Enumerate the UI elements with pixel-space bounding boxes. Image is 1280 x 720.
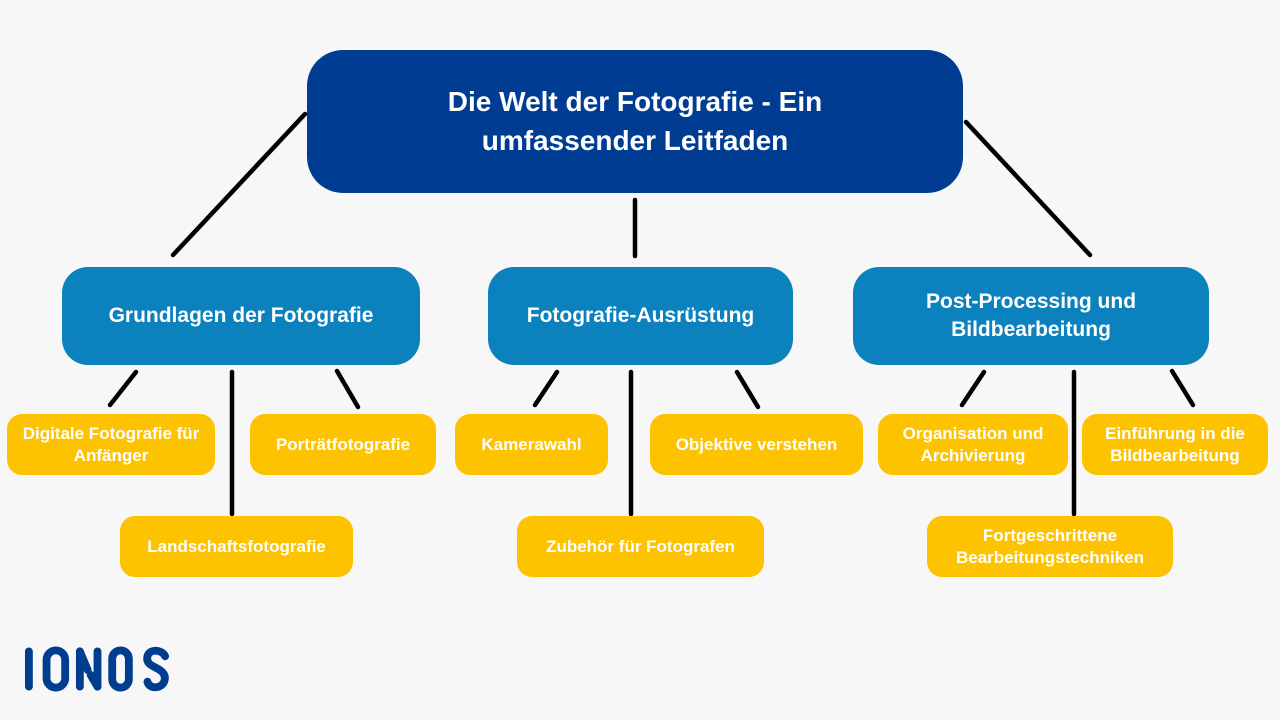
node-leaf-label: Landschaftsfotografie [147,536,326,556]
node-leaf-label: Digitale Fotografie für Anfänger [22,423,200,465]
node-leaf-einfuehrung: Einführung in die Bildbearbeitung [1082,414,1268,475]
node-root: Die Welt der Fotografie - Ein umfassende… [307,50,963,193]
node-leaf-label: Organisation und Archivierung [902,423,1044,465]
node-branch-label: Fotografie-Ausrüstung [526,304,755,328]
node-branch-postprocessing: Post-Processing und Bildbearbeitung [853,267,1209,365]
node-leaf-portraetfotografie: Porträtfotografie [250,414,436,475]
node-branch-label: Grundlagen der Fotografie [108,304,374,328]
node-leaf-label: Kamerawahl [481,434,582,454]
node-leaf-kamerawahl: Kamerawahl [455,414,608,475]
node-leaf-label: Einführung in die Bildbearbeitung [1105,423,1245,465]
node-leaf-objektive: Objektive verstehen [650,414,863,475]
node-leaf-zubehoer: Zubehör für Fotografen [517,516,764,577]
node-root-label: Die Welt der Fotografie - Ein umfassende… [447,85,823,156]
node-leaf-organisation: Organisation und Archivierung [878,414,1068,475]
node-leaf-label: Zubehör für Fotografen [546,536,735,556]
ionos-logo-icon [24,646,170,692]
node-leaf-fortgeschrittene: Fortgeschrittene Bearbeitungstechniken [927,516,1173,577]
node-leaf-label: Porträtfotografie [275,434,411,454]
node-leaf-label: Fortgeschrittene Bearbeitungstechniken [956,525,1144,567]
ionos-logo [24,646,171,692]
node-leaf-digitale-fotografie: Digitale Fotografie für Anfänger [7,414,215,475]
node-leaf-landschaftsfotografie: Landschaftsfotografie [120,516,353,577]
node-branch-ausruestung: Fotografie-Ausrüstung [488,267,793,365]
node-branch-grundlagen: Grundlagen der Fotografie [62,267,420,365]
node-leaf-label: Objektive verstehen [675,434,838,454]
node-branch-label: Post-Processing und Bildbearbeitung [925,290,1137,341]
